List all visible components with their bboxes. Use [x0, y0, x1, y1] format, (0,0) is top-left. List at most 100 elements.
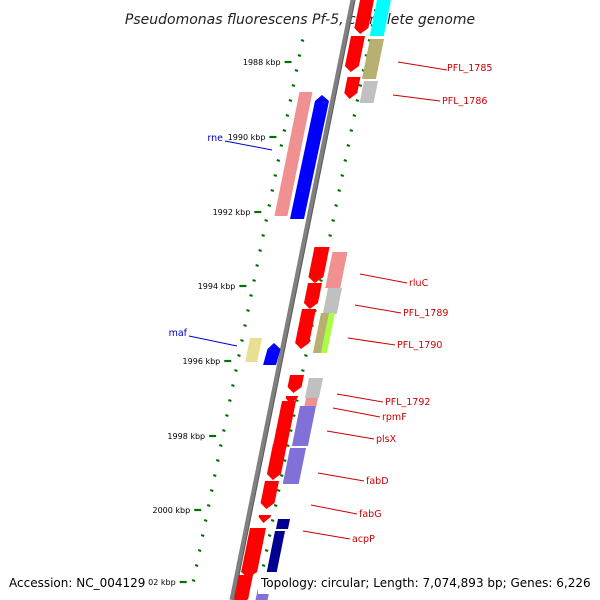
fabd-gene-feature — [266, 444, 287, 480]
pfl-1789-gene-feature — [303, 283, 322, 309]
minor-tick — [191, 579, 196, 582]
fabg-leader-line — [310, 504, 358, 515]
rluc-gene-feature — [308, 247, 330, 283]
pfl-1789-gene-label[interactable]: PFL_1789 — [403, 308, 448, 319]
pfl-1785-cds-feature — [344, 36, 365, 72]
fabg-gene-feature — [260, 481, 279, 509]
maf-leader-line — [188, 335, 238, 347]
pfl-1785-gene-label[interactable]: PFL_1785 — [447, 63, 492, 74]
minor-tick — [334, 204, 338, 207]
minor-tick — [252, 279, 256, 282]
minor-tick — [328, 234, 332, 237]
rpmf-leader-line — [332, 407, 381, 418]
minor-tick — [304, 354, 308, 357]
minor-tick — [231, 384, 235, 387]
pfl-1792-gene-label[interactable]: PFL_1792 — [385, 397, 430, 408]
minor-tick — [297, 54, 302, 57]
kbp-label: 1996 kbp — [183, 357, 221, 366]
pfl-1790-leader-line — [347, 337, 396, 346]
fabd-product-feature — [282, 448, 306, 484]
fabd-gene-label[interactable]: fabD — [366, 476, 389, 487]
plsx-gene-feature — [272, 401, 296, 453]
genome-title: Pseudomonas fluorescens Pf-5, complete g… — [125, 12, 475, 28]
acpp-leader-line — [302, 530, 351, 540]
minor-tick — [340, 174, 345, 177]
minor-tick — [282, 129, 287, 132]
minor-tick — [212, 474, 217, 477]
minor-tick — [276, 159, 281, 162]
plsx-leader-line — [326, 430, 375, 440]
pfl-1785-product-feature — [361, 39, 384, 79]
fabg-gene-label[interactable]: fabG — [359, 509, 382, 520]
rluc-product-feature — [325, 252, 348, 288]
pfl-1785-gene-feature — [354, 0, 374, 34]
pfl-1792-leader-line — [336, 393, 384, 403]
inner-tick-track — [191, 39, 305, 582]
pfl-1786-leader-line — [392, 94, 441, 102]
accession-bg — [0, 572, 148, 594]
minor-tick — [218, 444, 223, 447]
pfl-1792-gene-feature — [287, 375, 304, 393]
minor-tick — [331, 219, 335, 222]
acpp-gene-feature — [258, 515, 271, 523]
maf-gene-label[interactable]: maf — [169, 328, 188, 339]
acpp-gene-label[interactable]: acpP — [352, 534, 375, 545]
pfl-1785-extra-feature — [369, 0, 391, 36]
minor-tick — [249, 294, 253, 297]
minor-tick — [200, 534, 205, 537]
genome-summary-text: Topology: circular; Length: 7,074,893 bp… — [260, 576, 591, 590]
minor-tick — [270, 519, 275, 522]
minor-tick — [255, 264, 259, 267]
pfl-1786-gene-feature — [344, 77, 361, 99]
kbp-label: 1988 kbp — [243, 58, 281, 67]
pfl-1785-leader-line — [397, 61, 448, 71]
genome-backbone — [229, 0, 356, 600]
downstream-product-feature — [264, 531, 285, 581]
minor-tick — [279, 144, 284, 147]
minor-tick — [243, 324, 247, 327]
rluc-gene-label[interactable]: rluC — [409, 278, 429, 289]
minor-tick — [264, 219, 269, 222]
minor-tick — [343, 159, 348, 162]
gene-labels: rne maf PFL_1785 PFL_1786 rluC PFL_1789 PFL_17… — [169, 61, 492, 545]
pfl-1789-product-feature — [322, 288, 342, 314]
minor-tick — [222, 429, 226, 432]
rne-cds-feature — [274, 92, 313, 216]
rpmf-gene-feature — [285, 396, 298, 404]
minor-tick — [267, 204, 272, 207]
kbp-label: 1998 kbp — [167, 432, 205, 441]
genome-backbone-edge — [233, 0, 356, 600]
minor-tick — [258, 249, 262, 252]
minor-tick — [349, 129, 354, 132]
rpmf-product-feature — [304, 398, 318, 406]
minor-tick — [355, 99, 360, 102]
minor-tick — [203, 519, 208, 522]
minor-tick — [276, 489, 281, 492]
plsx-gene-label[interactable]: plsX — [376, 434, 397, 445]
minor-tick — [267, 534, 272, 537]
minor-tick — [291, 84, 296, 87]
pfl-1789-leader-line — [354, 304, 402, 314]
pfl-1786-product-feature — [359, 81, 378, 103]
accession-text: Accession: NC_004129 — [9, 576, 145, 590]
minor-tick — [264, 549, 269, 552]
minor-tick — [237, 354, 241, 357]
minor-tick — [273, 174, 278, 177]
minor-tick — [225, 414, 229, 417]
pfl-1790-gene-feature — [295, 309, 316, 349]
rne-leader-line — [224, 140, 273, 151]
rpmf-gene-label[interactable]: rpmF — [382, 412, 407, 423]
kbp-label: 1994 kbp — [198, 282, 236, 291]
rne-gene-label[interactable]: rne — [207, 133, 223, 144]
pfl-1790-gene-label[interactable]: PFL_1790 — [397, 340, 442, 351]
minor-tick — [197, 549, 202, 552]
minor-tick — [240, 339, 244, 342]
pfl-1786-gene-label[interactable]: PFL_1786 — [442, 96, 487, 107]
pfl-1790-domain-feature — [320, 313, 335, 353]
summary-bg — [258, 572, 600, 594]
kbp-label: 1990 kbp — [228, 133, 266, 142]
minor-tick — [285, 114, 290, 117]
kbp-label: 1992 kbp — [213, 208, 251, 217]
minor-tick — [273, 504, 278, 507]
